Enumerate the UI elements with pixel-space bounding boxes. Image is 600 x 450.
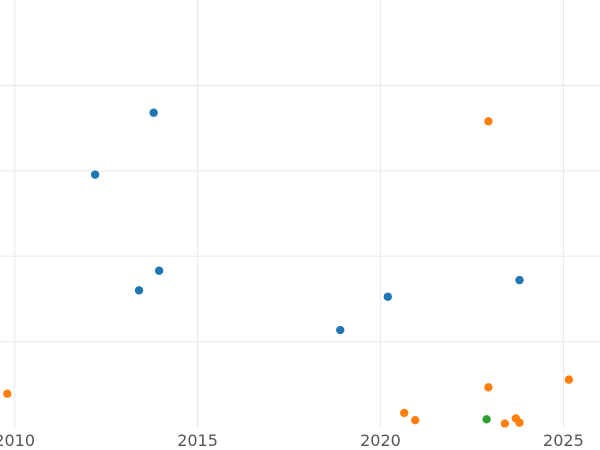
- data-point: [482, 415, 491, 424]
- x-gridlines: [14, 0, 565, 427]
- x-tick-label: 2010: [0, 431, 35, 450]
- x-tick-labels: 2010 2015 2020 2025: [0, 431, 584, 450]
- y-gridlines: [0, 84, 600, 343]
- data-point: [154, 266, 164, 275]
- data-point: [400, 408, 409, 418]
- x-tick-label: 2025: [543, 431, 584, 450]
- x-tick-label: 2015: [177, 431, 218, 450]
- data-point: [500, 419, 510, 428]
- data-point: [515, 418, 524, 427]
- data-point: [3, 389, 12, 398]
- data-point: [383, 292, 393, 301]
- data-point: [484, 383, 493, 392]
- data-point: [134, 286, 144, 295]
- data-point: [564, 375, 574, 384]
- data-point: [484, 117, 493, 126]
- data-points: [3, 108, 574, 428]
- data-point: [90, 170, 100, 179]
- data-point: [149, 108, 158, 117]
- data-point: [336, 325, 345, 335]
- data-point: [515, 275, 524, 285]
- data-point: [411, 415, 420, 425]
- x-tick-label: 2020: [360, 431, 401, 450]
